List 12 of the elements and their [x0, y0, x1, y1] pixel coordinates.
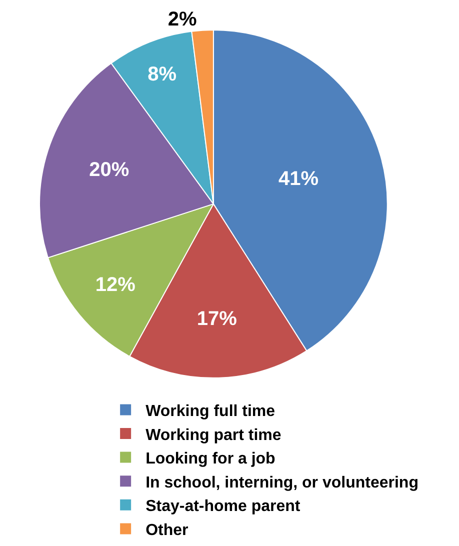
- legend-label: Looking for a job: [146, 450, 276, 468]
- legend-label: Working full time: [146, 402, 276, 420]
- data-label: 17%: [196, 308, 238, 330]
- legend-label: Stay-at-home parent: [146, 498, 301, 516]
- data-label: 8%: [148, 63, 177, 86]
- data-label: 2%: [168, 8, 198, 30]
- data-label: 41%: [278, 168, 319, 190]
- legend-label: Other: [146, 522, 188, 539]
- data-label: 20%: [89, 159, 130, 182]
- data-label: 12%: [95, 274, 136, 296]
- legend-label: In school, interning, or volunteering: [146, 474, 418, 492]
- legend-label: Working part time: [146, 426, 282, 444]
